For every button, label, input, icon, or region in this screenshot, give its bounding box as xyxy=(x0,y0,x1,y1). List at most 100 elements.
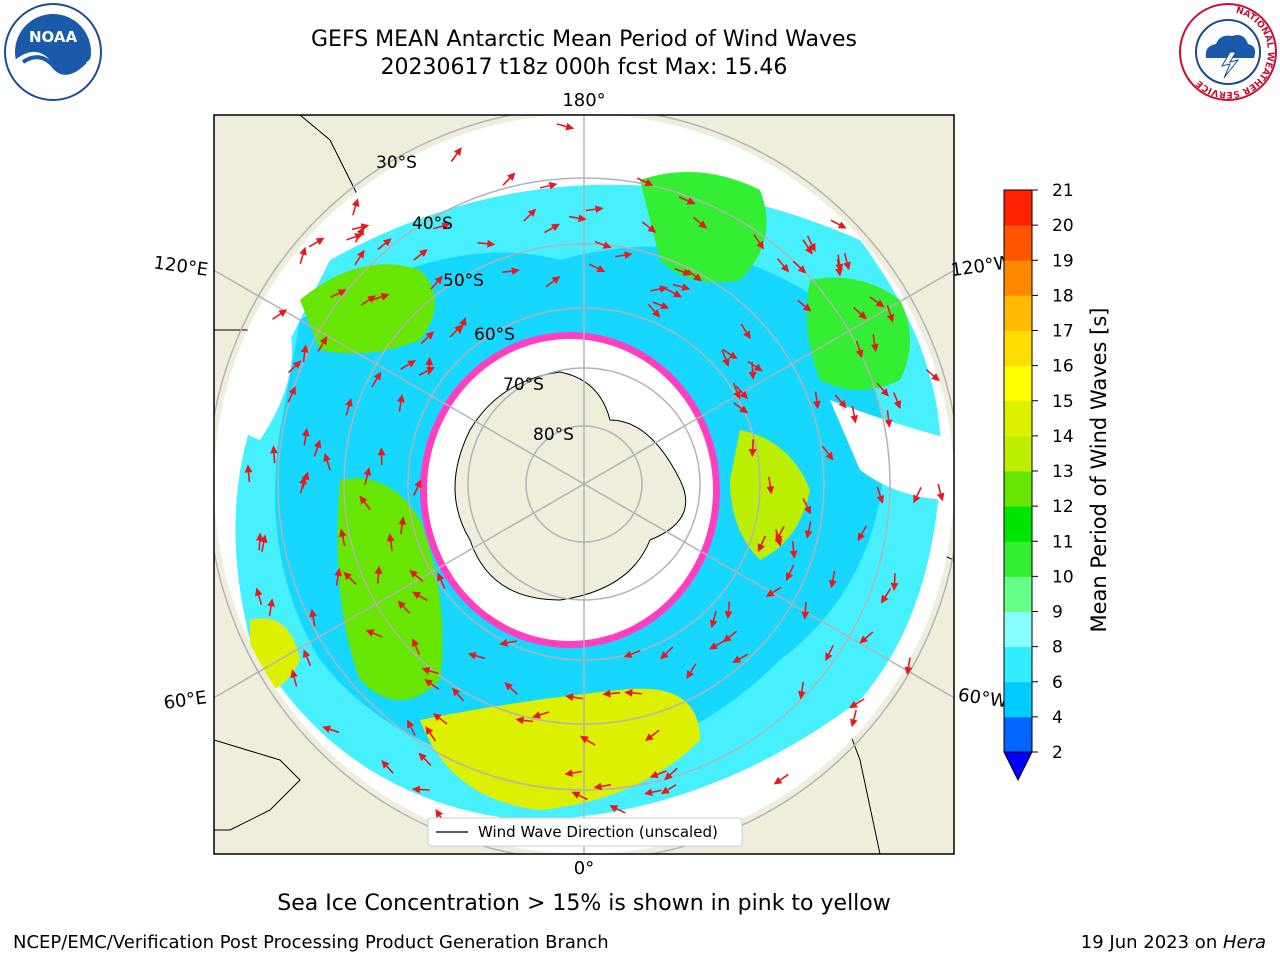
wave-direction-arrowhead xyxy=(849,718,858,728)
colorbar-tick-label: 11 xyxy=(1052,532,1074,552)
wave-direction-arrowhead xyxy=(359,495,368,505)
meridian-120w xyxy=(583,269,954,485)
wave-direction-arrowhead xyxy=(437,572,445,582)
wave-direction-arrowhead xyxy=(739,405,749,414)
wave-direction-arrowhead xyxy=(407,360,417,368)
wave-direction-arrowhead xyxy=(651,308,661,318)
colorbar-segment xyxy=(1004,435,1032,472)
wave-direction-arrowhead xyxy=(411,638,420,647)
wave-direction-arrowhead xyxy=(301,427,310,437)
wave-direction-arrowhead xyxy=(709,642,718,650)
wave-direction-arrowhead xyxy=(886,313,895,323)
lon-label-0: 0° xyxy=(574,858,594,879)
wave-direction-arrowhead xyxy=(664,772,673,781)
wave-direction-arrowhead xyxy=(739,390,749,400)
wave-direction-arrowhead xyxy=(722,357,730,367)
wave-direction-arrowhead xyxy=(804,245,813,255)
wave-direction-arrowhead xyxy=(499,639,508,647)
wave-direction-arrowhead xyxy=(780,263,790,273)
lon-label-60w: 60°W xyxy=(957,685,1009,713)
wave-direction-arrowhead xyxy=(884,419,893,428)
wave-direction-arrowhead xyxy=(801,611,810,620)
wave-direction-arrowhead xyxy=(644,733,654,742)
colorbar-segment xyxy=(1004,330,1032,367)
wave-direction-arrowhead xyxy=(418,752,427,762)
lat-label-30: 30°S xyxy=(376,153,417,173)
colorbar-tick-label: 18 xyxy=(1052,286,1074,306)
wave-direction-arrowhead xyxy=(722,634,732,643)
wave-direction-arrowhead xyxy=(931,373,940,382)
noaa-logo: NOAA xyxy=(4,3,102,101)
wave-direction-arrowhead xyxy=(857,532,865,542)
wave-direction-arrowhead xyxy=(292,360,302,369)
wave-direction-arrowhead xyxy=(259,534,268,543)
wave-direction-arrowhead xyxy=(870,343,879,353)
wave-direction-arrowhead xyxy=(414,479,422,489)
wave-direction-arrowhead xyxy=(609,805,619,813)
wave-direction-arrowhead xyxy=(313,439,322,449)
wave-direction-arrowhead xyxy=(454,324,463,333)
wave-direction-arrowhead xyxy=(698,220,708,229)
madagascar-landmass xyxy=(214,739,301,831)
wave-direction-arrowhead xyxy=(254,587,263,597)
wave-direction-arrowhead xyxy=(425,726,434,735)
colorbar-under-triangle xyxy=(1003,751,1033,782)
credit-text: NCEP/EMC/Verification Post Processing Pr… xyxy=(13,932,609,953)
wave-direction-arrowhead xyxy=(290,669,298,679)
lon-label-120e: 120°E xyxy=(152,252,209,280)
wave-direction-arrowhead xyxy=(578,214,587,223)
wave-direction-arrowhead xyxy=(356,226,365,236)
colorbar-segment xyxy=(1004,471,1032,507)
wave-direction-arrowhead xyxy=(487,239,496,248)
wave-direction-arrowhead xyxy=(843,261,851,271)
colorbar-tick-label: 6 xyxy=(1052,673,1063,693)
wave-direction-arrowhead xyxy=(785,572,793,582)
wave-direction-arrowhead xyxy=(936,492,945,502)
wave-direction-arrowhead xyxy=(380,293,390,301)
wave-direction-arrowhead xyxy=(451,687,461,697)
colorbar-segment xyxy=(1004,365,1032,402)
wave-direction-arrowhead xyxy=(435,809,443,818)
wave-direction-arrowhead xyxy=(849,700,858,709)
wave-direction-arrowhead xyxy=(507,172,516,181)
colorbar-segment xyxy=(1004,400,1032,437)
colorbar-tick-label: 9 xyxy=(1052,603,1063,623)
lat-label-70: 70°S xyxy=(503,375,544,395)
wave-direction-arrowhead xyxy=(411,785,421,794)
arrow-legend: Wind Wave Direction (unscaled) xyxy=(427,817,743,847)
wave-direction-arrowhead xyxy=(797,690,806,700)
wave-direction-arrowhead xyxy=(267,598,275,607)
wave-direction-arrowhead xyxy=(773,776,783,785)
wave-direction-arrowhead xyxy=(551,276,561,284)
wave-direction-arrowhead xyxy=(858,311,868,320)
wave-direction-arrowhead xyxy=(602,241,612,249)
wave-direction-arrowhead xyxy=(602,689,611,698)
wave-direction-arrowhead xyxy=(835,268,843,277)
wave-direction-arrowhead xyxy=(367,295,377,304)
wave-direction-arrowhead xyxy=(334,567,342,577)
wave-direction-arrowhead xyxy=(753,363,763,372)
wave-direction-arrowhead xyxy=(838,399,847,409)
wave-direction-arrowhead xyxy=(397,394,405,403)
wave-direction-arrowhead xyxy=(765,589,775,597)
run-date-text: 19 Jun 2023 on xyxy=(1080,932,1223,953)
meridian-120e xyxy=(214,269,585,485)
wave-direction-arrowhead xyxy=(797,265,807,274)
wave-direction-arrowhead xyxy=(299,246,307,256)
wave-patch-west-pacific xyxy=(300,264,435,354)
colorbar-tick-label: 4 xyxy=(1052,708,1063,728)
wave-direction-arrowhead xyxy=(323,452,331,462)
graticule xyxy=(214,115,954,854)
wave-direction-arrowhead xyxy=(682,268,692,276)
colorbar-segment xyxy=(1004,681,1032,718)
machine-name: Hera xyxy=(1222,932,1266,953)
wave-direction-arrowhead xyxy=(511,267,520,275)
wave-direction-arrowhead xyxy=(686,670,694,679)
lat-label-40: 40°S xyxy=(412,214,453,234)
wave-direction-arrowhead xyxy=(660,786,670,795)
wave-direction-arrowhead xyxy=(743,330,751,340)
wave-direction-arrowhead xyxy=(880,594,889,604)
colorbar-segment xyxy=(1004,295,1032,331)
nws-logo: NATIONAL WEATHER SERVICE xyxy=(1179,3,1277,101)
wave-direction-arrowhead xyxy=(382,238,392,247)
